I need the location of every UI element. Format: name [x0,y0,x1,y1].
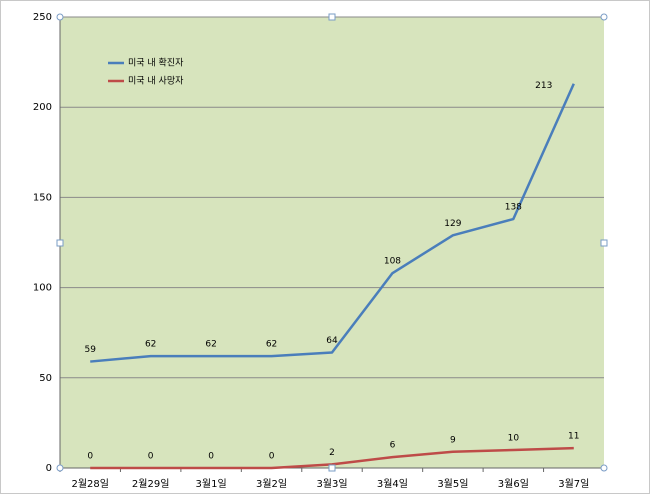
y-tick-label: 100 [33,283,52,294]
x-tick-label: 2월29일 [132,478,170,490]
data-label: 2 [329,448,335,458]
data-label: 0 [87,452,93,462]
data-label: 62 [145,340,156,350]
data-label: 9 [450,435,456,445]
data-label: 62 [205,340,216,350]
data-label: 11 [568,432,579,442]
selection-handles [56,13,608,472]
data-label: 108 [384,257,401,267]
data-label: 129 [444,219,461,229]
series-line [90,446,574,470]
series-line [90,83,575,363]
legend-label: 미국 내 확진자 [128,57,184,69]
x-tick-label: 3월5일 [437,478,468,490]
legend-label: 미국 내 사망자 [128,76,184,87]
y-tick-label: 50 [39,373,52,384]
y-tick-label: 0 [46,463,52,474]
x-tick-label: 3월7일 [558,478,589,490]
plot-area [60,17,604,468]
y-tick-label: 200 [33,102,52,113]
data-label: 10 [508,433,520,443]
data-label: 0 [208,452,214,462]
data-label: 138 [505,203,522,213]
data-label: 0 [269,452,275,462]
x-tick-label: 3월1일 [196,478,227,490]
y-tick-label: 250 [33,12,52,23]
data-label: 59 [84,345,96,355]
data-label: 213 [535,81,552,91]
x-tick-label: 3월6일 [498,478,529,490]
data-label: 62 [266,340,277,350]
data-label: 0 [148,452,154,462]
data-label: 64 [326,336,338,346]
y-tick-label: 150 [33,192,52,203]
x-tick-label: 2월28일 [71,478,109,490]
data-label: 6 [390,441,396,451]
x-tick-label: 3월4일 [377,478,408,490]
x-tick-label: 3월2일 [256,478,287,490]
x-tick-label: 3월3일 [316,478,347,490]
